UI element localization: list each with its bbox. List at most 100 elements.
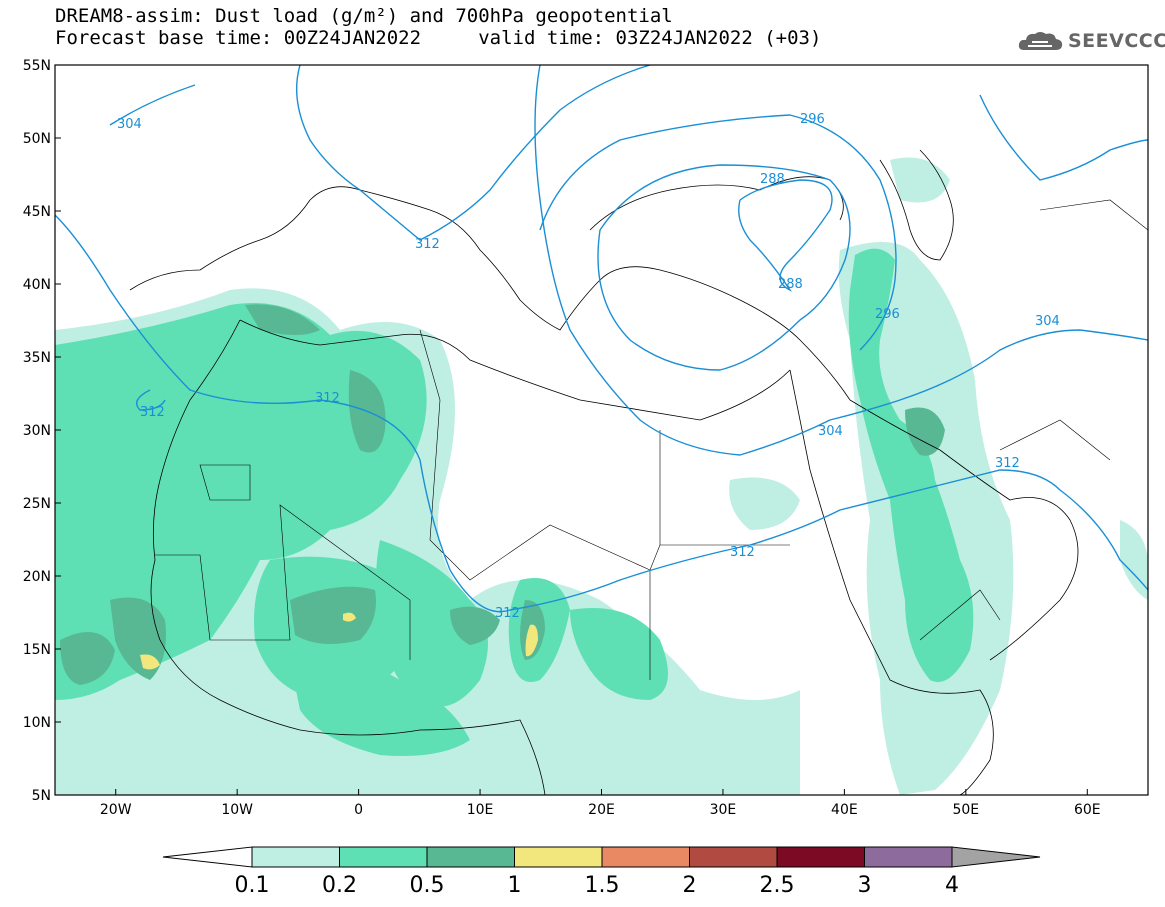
colorbar-swatch — [689, 846, 778, 868]
x-tick-label: 50E — [952, 802, 979, 818]
dust-peak-chad — [525, 624, 538, 657]
dust-core-senegal-west — [60, 632, 115, 685]
contour-312-canary — [136, 389, 166, 411]
border-east — [999, 199, 1148, 461]
dust-area-east — [1120, 520, 1148, 600]
y-tick-label: 30N — [23, 423, 51, 439]
colorbar-swatch — [251, 846, 340, 868]
border-sudan-egypt — [649, 544, 790, 680]
contour-296 — [539, 114, 897, 351]
contour-label: 296 — [875, 307, 900, 322]
map-panel: 304 312 312 296 288 288 296 304 304 312 … — [55, 65, 1148, 795]
contour-label: 304 — [1035, 314, 1060, 329]
colorbar-label: 0.1 — [235, 873, 270, 898]
colorbar-label: 1 — [508, 873, 522, 898]
coast-africa-north — [239, 319, 791, 421]
chart-subtitle: Forecast base time: 00Z24JAN2022 valid t… — [55, 27, 822, 49]
y-tick-label: 40N — [23, 277, 51, 293]
contour-label: 312 — [415, 237, 440, 252]
x-tick-label: 10W — [221, 802, 253, 818]
x-tick-label: 30E — [710, 802, 737, 818]
colorbar-lower-extension — [162, 846, 253, 868]
colorbar-swatch — [776, 846, 865, 868]
colorbar-swatch — [864, 846, 953, 868]
dust-core-mali — [290, 586, 376, 644]
colorbar-swatch — [426, 846, 515, 868]
x-tick-label: 0 — [354, 802, 363, 818]
dust-band-nigeria — [290, 657, 470, 756]
dust-band-sudan — [570, 608, 668, 700]
logo-text: SEEVCCC — [1068, 30, 1165, 52]
colorbar-label: 0.5 — [410, 873, 445, 898]
dust-peak-mali — [343, 612, 356, 622]
y-tick-label: 25N — [23, 496, 51, 512]
contour-label: 304 — [818, 424, 843, 439]
contour-label: 288 — [778, 277, 803, 292]
contour-label: 312 — [995, 456, 1020, 471]
contour-312-south — [55, 214, 1148, 613]
colorbar-swatch — [514, 846, 603, 868]
border-yemen — [919, 589, 1001, 641]
y-tick-label: 15N — [23, 642, 51, 658]
contour-label: 312 — [315, 391, 340, 406]
coastlines — [129, 149, 1079, 795]
colorbar-label: 2 — [683, 873, 697, 898]
y-tick-label: 5N — [32, 788, 51, 804]
y-tick-label: 45N — [23, 204, 51, 220]
x-tick-label: 20E — [588, 802, 615, 818]
border-mauritania-mali — [155, 504, 411, 660]
geopotential-contours — [55, 65, 1148, 613]
seevccc-logo: SEEVCCC — [1018, 30, 1165, 54]
contour-304-northwest — [109, 84, 196, 126]
colorbar-label: 0.2 — [322, 873, 357, 898]
contour-304-northeast — [979, 94, 1148, 181]
coast-red-sea — [789, 369, 994, 795]
colorbar-swatch — [601, 846, 690, 868]
cloud-icon — [1018, 32, 1063, 50]
y-axis: 55N 50N 45N 40N 35N 30N 25N 20N 15N 10N 5N — [23, 58, 61, 804]
x-tick-label: 10E — [467, 802, 494, 818]
y-tick-label: 35N — [23, 350, 51, 366]
dust-core-niger — [450, 606, 500, 645]
x-tick-label: 60E — [1074, 802, 1101, 818]
dust-band-niger — [376, 540, 488, 707]
dust-core-iraq — [905, 407, 945, 456]
coast-arabia-gulf — [849, 399, 1079, 661]
dust-core-morocco — [245, 304, 320, 335]
contour-288-outer — [597, 164, 851, 371]
y-tick-label: 20N — [23, 569, 51, 585]
border-western-sahara — [199, 464, 251, 501]
y-tick-label: 50N — [23, 131, 51, 147]
x-tick-label: 20W — [100, 802, 132, 818]
coast-mediterranean-north — [129, 186, 851, 401]
y-tick-label: 10N — [23, 715, 51, 731]
dust-level-1 — [140, 612, 538, 670]
x-axis: 20W 10W 0 10E 20E 30E 40E 50E 60E — [100, 789, 1101, 818]
contour-label: 312 — [495, 606, 520, 621]
colorbar: 0.1 0.2 0.5 1 1.5 2 2.5 3 4 — [162, 846, 1041, 898]
coast-africa-west — [150, 319, 546, 795]
colorbar-label: 4 — [945, 873, 959, 898]
contour-label: 312 — [140, 405, 165, 420]
dust-peak-senegal — [140, 654, 160, 670]
country-borders — [155, 199, 1148, 680]
dust-area-egypt — [729, 477, 800, 530]
colorbar-label: 3 — [858, 873, 872, 898]
colorbar-label: 2.5 — [760, 873, 795, 898]
contour-label: 288 — [760, 172, 785, 187]
x-tick-label: 40E — [831, 802, 858, 818]
y-tick-label: 55N — [23, 58, 51, 74]
colorbar-upper-extension — [951, 846, 1041, 868]
contour-label: 304 — [117, 117, 142, 132]
dust-band-iraq-arabia — [848, 248, 974, 683]
contour-288-inner — [738, 179, 833, 292]
contour-312-europe — [295, 65, 651, 241]
contour-label: 296 — [800, 112, 825, 127]
border-algeria-libya — [419, 329, 661, 581]
contour-label: 312 — [730, 545, 755, 560]
colorbar-label: 1.5 — [585, 873, 620, 898]
coast-caspian — [879, 149, 954, 261]
colorbar-swatch — [339, 846, 428, 868]
chart-title: DREAM8-assim: Dust load (g/m²) and 700hP… — [55, 5, 673, 27]
